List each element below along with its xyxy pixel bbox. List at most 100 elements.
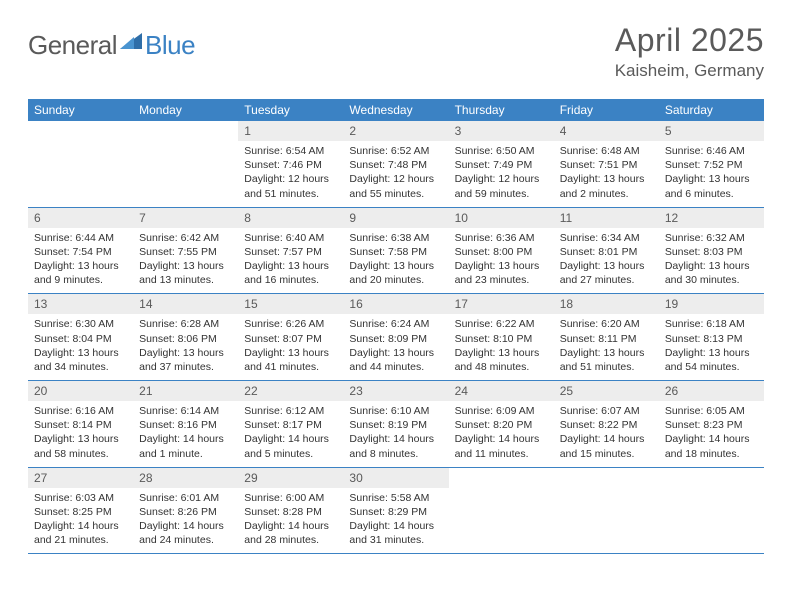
day-number: 8: [238, 208, 343, 228]
sunset-text: Sunset: 8:14 PM: [34, 418, 127, 432]
day-details: Sunrise: 6:46 AMSunset: 7:52 PMDaylight:…: [659, 141, 764, 207]
daylight-text: Daylight: 13 hours and 48 minutes.: [455, 346, 548, 374]
daylight-text: Daylight: 13 hours and 34 minutes.: [34, 346, 127, 374]
sunrise-text: Sunrise: 6:38 AM: [349, 231, 442, 245]
daylight-text: Daylight: 14 hours and 5 minutes.: [244, 432, 337, 460]
day-details: Sunrise: 6:30 AMSunset: 8:04 PMDaylight:…: [28, 314, 133, 380]
calendar-day-cell: 23Sunrise: 6:10 AMSunset: 8:19 PMDayligh…: [343, 381, 448, 467]
location-label: Kaisheim, Germany: [615, 61, 764, 81]
day-number: 9: [343, 208, 448, 228]
daylight-text: Daylight: 12 hours and 59 minutes.: [455, 172, 548, 200]
weekday-header: Friday: [554, 99, 659, 121]
calendar-week-row: 1Sunrise: 6:54 AMSunset: 7:46 PMDaylight…: [28, 121, 764, 208]
day-number: 24: [449, 381, 554, 401]
calendar-week-row: 13Sunrise: 6:30 AMSunset: 8:04 PMDayligh…: [28, 294, 764, 381]
day-details: Sunrise: 6:42 AMSunset: 7:55 PMDaylight:…: [133, 228, 238, 294]
sunrise-text: Sunrise: 6:50 AM: [455, 144, 548, 158]
day-number: 18: [554, 294, 659, 314]
daylight-text: Daylight: 13 hours and 54 minutes.: [665, 346, 758, 374]
calendar-day-cell: 17Sunrise: 6:22 AMSunset: 8:10 PMDayligh…: [449, 294, 554, 380]
calendar-day-cell: 24Sunrise: 6:09 AMSunset: 8:20 PMDayligh…: [449, 381, 554, 467]
title-block: April 2025 Kaisheim, Germany: [615, 22, 764, 81]
day-details: Sunrise: 6:36 AMSunset: 8:00 PMDaylight:…: [449, 228, 554, 294]
day-details: Sunrise: 6:18 AMSunset: 8:13 PMDaylight:…: [659, 314, 764, 380]
daylight-text: Daylight: 14 hours and 21 minutes.: [34, 519, 127, 547]
sunset-text: Sunset: 8:09 PM: [349, 332, 442, 346]
sunrise-text: Sunrise: 6:10 AM: [349, 404, 442, 418]
calendar-day-cell: 7Sunrise: 6:42 AMSunset: 7:55 PMDaylight…: [133, 208, 238, 294]
day-details: Sunrise: 6:00 AMSunset: 8:28 PMDaylight:…: [238, 488, 343, 554]
sunset-text: Sunset: 8:25 PM: [34, 505, 127, 519]
sunrise-text: Sunrise: 6:36 AM: [455, 231, 548, 245]
day-details: Sunrise: 6:54 AMSunset: 7:46 PMDaylight:…: [238, 141, 343, 207]
weekday-header: Tuesday: [238, 99, 343, 121]
calendar-day-cell: 13Sunrise: 6:30 AMSunset: 8:04 PMDayligh…: [28, 294, 133, 380]
calendar-day-cell: [554, 468, 659, 554]
day-details: Sunrise: 6:24 AMSunset: 8:09 PMDaylight:…: [343, 314, 448, 380]
calendar-day-cell: [449, 468, 554, 554]
calendar-day-cell: 8Sunrise: 6:40 AMSunset: 7:57 PMDaylight…: [238, 208, 343, 294]
sunset-text: Sunset: 8:23 PM: [665, 418, 758, 432]
day-number: 20: [28, 381, 133, 401]
day-details: Sunrise: 6:32 AMSunset: 8:03 PMDaylight:…: [659, 228, 764, 294]
day-number: 4: [554, 121, 659, 141]
day-details: Sunrise: 6:14 AMSunset: 8:16 PMDaylight:…: [133, 401, 238, 467]
sunrise-text: Sunrise: 6:00 AM: [244, 491, 337, 505]
calendar-day-cell: 3Sunrise: 6:50 AMSunset: 7:49 PMDaylight…: [449, 121, 554, 207]
daylight-text: Daylight: 13 hours and 58 minutes.: [34, 432, 127, 460]
sunset-text: Sunset: 7:49 PM: [455, 158, 548, 172]
day-details: Sunrise: 5:58 AMSunset: 8:29 PMDaylight:…: [343, 488, 448, 554]
day-number: 17: [449, 294, 554, 314]
daylight-text: Daylight: 13 hours and 16 minutes.: [244, 259, 337, 287]
sunrise-text: Sunrise: 6:26 AM: [244, 317, 337, 331]
day-details: Sunrise: 6:10 AMSunset: 8:19 PMDaylight:…: [343, 401, 448, 467]
sunrise-text: Sunrise: 6:42 AM: [139, 231, 232, 245]
calendar-day-cell: 19Sunrise: 6:18 AMSunset: 8:13 PMDayligh…: [659, 294, 764, 380]
sunrise-text: Sunrise: 6:01 AM: [139, 491, 232, 505]
calendar-day-cell: 6Sunrise: 6:44 AMSunset: 7:54 PMDaylight…: [28, 208, 133, 294]
logo-text-general: General: [28, 30, 117, 61]
daylight-text: Daylight: 14 hours and 8 minutes.: [349, 432, 442, 460]
day-details: Sunrise: 6:52 AMSunset: 7:48 PMDaylight:…: [343, 141, 448, 207]
calendar-day-cell: 20Sunrise: 6:16 AMSunset: 8:14 PMDayligh…: [28, 381, 133, 467]
sunset-text: Sunset: 8:01 PM: [560, 245, 653, 259]
calendar-day-cell: 16Sunrise: 6:24 AMSunset: 8:09 PMDayligh…: [343, 294, 448, 380]
day-details: Sunrise: 6:38 AMSunset: 7:58 PMDaylight:…: [343, 228, 448, 294]
day-number: 22: [238, 381, 343, 401]
logo-text-blue: Blue: [145, 30, 195, 61]
day-number: 13: [28, 294, 133, 314]
calendar-day-cell: 21Sunrise: 6:14 AMSunset: 8:16 PMDayligh…: [133, 381, 238, 467]
sunrise-text: Sunrise: 6:20 AM: [560, 317, 653, 331]
sunrise-text: Sunrise: 6:32 AM: [665, 231, 758, 245]
day-number: 6: [28, 208, 133, 228]
daylight-text: Daylight: 13 hours and 44 minutes.: [349, 346, 442, 374]
sunrise-text: Sunrise: 6:54 AM: [244, 144, 337, 158]
calendar-day-cell: 27Sunrise: 6:03 AMSunset: 8:25 PMDayligh…: [28, 468, 133, 554]
day-details: Sunrise: 6:12 AMSunset: 8:17 PMDaylight:…: [238, 401, 343, 467]
sunrise-text: Sunrise: 6:52 AM: [349, 144, 442, 158]
sunrise-text: Sunrise: 6:18 AM: [665, 317, 758, 331]
sunset-text: Sunset: 8:20 PM: [455, 418, 548, 432]
sunrise-text: Sunrise: 6:30 AM: [34, 317, 127, 331]
sunset-text: Sunset: 8:03 PM: [665, 245, 758, 259]
weekday-header-row: SundayMondayTuesdayWednesdayThursdayFrid…: [28, 99, 764, 121]
daylight-text: Daylight: 13 hours and 37 minutes.: [139, 346, 232, 374]
sunrise-text: Sunrise: 5:58 AM: [349, 491, 442, 505]
day-details: Sunrise: 6:03 AMSunset: 8:25 PMDaylight:…: [28, 488, 133, 554]
weekday-header: Thursday: [449, 99, 554, 121]
daylight-text: Daylight: 12 hours and 55 minutes.: [349, 172, 442, 200]
sunset-text: Sunset: 7:46 PM: [244, 158, 337, 172]
calendar-day-cell: 5Sunrise: 6:46 AMSunset: 7:52 PMDaylight…: [659, 121, 764, 207]
daylight-text: Daylight: 14 hours and 24 minutes.: [139, 519, 232, 547]
daylight-text: Daylight: 13 hours and 2 minutes.: [560, 172, 653, 200]
calendar-day-cell: 22Sunrise: 6:12 AMSunset: 8:17 PMDayligh…: [238, 381, 343, 467]
weekday-header: Wednesday: [343, 99, 448, 121]
sunset-text: Sunset: 8:13 PM: [665, 332, 758, 346]
day-details: Sunrise: 6:05 AMSunset: 8:23 PMDaylight:…: [659, 401, 764, 467]
sunset-text: Sunset: 8:04 PM: [34, 332, 127, 346]
daylight-text: Daylight: 14 hours and 18 minutes.: [665, 432, 758, 460]
sunrise-text: Sunrise: 6:12 AM: [244, 404, 337, 418]
sunset-text: Sunset: 8:11 PM: [560, 332, 653, 346]
daylight-text: Daylight: 13 hours and 27 minutes.: [560, 259, 653, 287]
sunrise-text: Sunrise: 6:34 AM: [560, 231, 653, 245]
